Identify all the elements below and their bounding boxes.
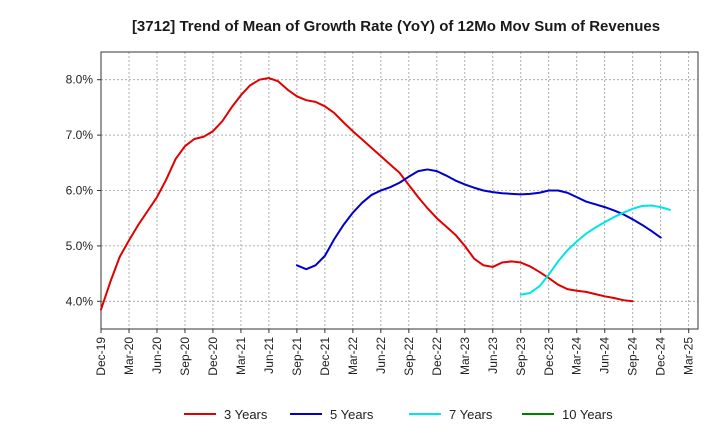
- x-tick-label: Dec-19: [94, 337, 108, 376]
- legend-label: 3 Years: [224, 407, 268, 422]
- x-tick-label: Sep-21: [290, 337, 304, 376]
- legend-label: 10 Years: [562, 407, 613, 422]
- x-tick-label: Dec-24: [654, 337, 668, 376]
- chart-title: [3712] Trend of Mean of Growth Rate (YoY…: [132, 18, 660, 35]
- legend-label: 5 Years: [330, 407, 374, 422]
- x-tick-label: Sep-24: [626, 337, 640, 376]
- series-line-7-years: [519, 204, 672, 296]
- x-tick-label: Mar-25: [682, 337, 696, 375]
- x-tick-label: Sep-23: [514, 337, 528, 376]
- x-axis: Dec-19 Mar-20 Jun-20 Sep-20 Dec-20 Mar-21 Jun-…: [94, 329, 696, 376]
- x-tick-label: Jun-22: [374, 337, 388, 374]
- y-tick-label: 7.0%: [66, 128, 94, 142]
- x-tick-label: Mar-23: [458, 337, 472, 375]
- y-tick-label: 4.0%: [66, 294, 94, 308]
- x-tick-label: Dec-20: [206, 337, 220, 376]
- legend-label: 7 Years: [449, 407, 493, 422]
- x-tick-label: Mar-20: [122, 337, 136, 375]
- legend: 3 Years 5 Years 7 Years 10 Years: [184, 407, 613, 422]
- x-tick-label: Sep-20: [178, 337, 192, 376]
- grid: [101, 52, 698, 329]
- series-line-5-years: [295, 168, 662, 271]
- x-tick-label: Sep-22: [402, 337, 416, 376]
- y-tick-label: 8.0%: [66, 73, 94, 87]
- x-tick-label: Jun-23: [486, 337, 500, 374]
- x-tick-label: Dec-23: [542, 337, 556, 376]
- x-tick-label: Mar-24: [570, 337, 584, 375]
- x-tick-label: Dec-21: [318, 337, 332, 376]
- series-line-3-years: [100, 77, 634, 311]
- x-tick-label: Jun-21: [262, 337, 276, 374]
- y-tick-label: 6.0%: [66, 184, 94, 198]
- x-tick-label: Mar-22: [346, 337, 360, 375]
- x-tick-label: Jun-24: [598, 337, 612, 374]
- x-tick-label: Dec-22: [430, 337, 444, 376]
- x-tick-label: Mar-21: [234, 337, 248, 375]
- y-axis: 4.0% 5.0% 6.0% 7.0% 8.0%: [66, 73, 101, 308]
- x-tick-label: Jun-20: [150, 337, 164, 374]
- y-tick-label: 5.0%: [66, 239, 94, 253]
- series-layer: [100, 77, 672, 311]
